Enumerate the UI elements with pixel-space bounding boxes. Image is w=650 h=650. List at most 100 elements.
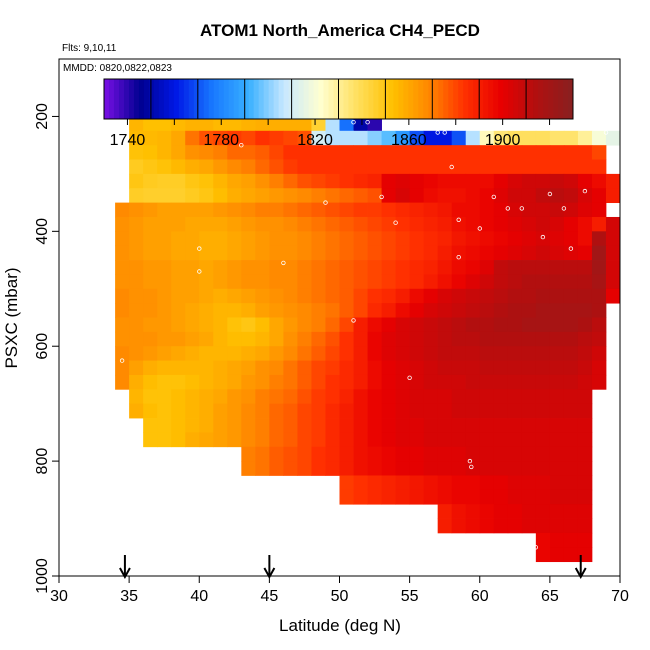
heatmap-cell bbox=[521, 331, 537, 347]
heatmap-cell bbox=[115, 331, 130, 347]
heatmap-cell bbox=[549, 346, 565, 361]
heatmap-cell bbox=[381, 446, 396, 462]
heatmap-cell bbox=[367, 202, 382, 218]
heatmap-cell bbox=[129, 231, 144, 247]
heatmap-cell bbox=[465, 389, 481, 405]
heatmap-cell bbox=[381, 173, 396, 189]
colorbar-swatch bbox=[508, 79, 514, 119]
heatmap-cell bbox=[521, 188, 537, 204]
heatmap-cell bbox=[395, 317, 411, 333]
heatmap-cell bbox=[423, 446, 439, 462]
heatmap-cell bbox=[549, 159, 565, 175]
heatmap-cell bbox=[381, 159, 396, 175]
heatmap-cell bbox=[241, 374, 256, 390]
heatmap-cell bbox=[549, 518, 565, 534]
heatmap-cell bbox=[549, 260, 565, 275]
heatmap-cell bbox=[171, 303, 186, 318]
heatmap-cell bbox=[339, 403, 354, 419]
heatmap-cell bbox=[451, 231, 467, 247]
heatmap-cell bbox=[437, 130, 453, 146]
heatmap-cell bbox=[605, 130, 621, 146]
heatmap-cell bbox=[493, 518, 509, 534]
heatmap-cell bbox=[283, 231, 298, 247]
sample-point bbox=[561, 206, 567, 211]
heatmap-cell bbox=[269, 303, 284, 318]
heatmap-cell bbox=[283, 216, 298, 232]
heatmap-cell bbox=[157, 202, 172, 218]
heatmap-cell bbox=[381, 303, 396, 318]
colorbar-swatch bbox=[378, 79, 384, 119]
heatmap-cell bbox=[549, 331, 565, 347]
heatmap-cell bbox=[451, 489, 467, 505]
heatmap-cell bbox=[129, 360, 144, 376]
heatmap-cell bbox=[339, 260, 354, 275]
heatmap-cell bbox=[241, 288, 256, 304]
heatmap-cell bbox=[535, 260, 551, 275]
heatmap-cell bbox=[521, 504, 537, 519]
heatmap-cell bbox=[255, 360, 270, 376]
heatmap-cell bbox=[535, 446, 551, 462]
heatmap-cell bbox=[269, 188, 284, 204]
heatmap-cell bbox=[409, 446, 425, 462]
down-arrow-icon bbox=[574, 555, 587, 580]
heatmap-cell bbox=[507, 446, 523, 462]
heatmap-cell bbox=[549, 446, 565, 462]
heatmap-cell bbox=[297, 145, 312, 160]
x-tick-label: 55 bbox=[401, 588, 419, 605]
heatmap-cell bbox=[367, 374, 382, 390]
heatmap-cell bbox=[129, 274, 144, 290]
heatmap-cell bbox=[563, 475, 579, 491]
heatmap-cell bbox=[143, 202, 158, 218]
colorbar-swatch bbox=[308, 79, 314, 119]
heatmap-cell bbox=[521, 489, 537, 505]
heatmap-cell bbox=[437, 360, 453, 376]
colorbar-swatch bbox=[303, 79, 309, 119]
heatmap-cell bbox=[493, 173, 509, 189]
heatmap-cell bbox=[241, 418, 256, 433]
heatmap-cell bbox=[507, 489, 523, 505]
heatmap-cell bbox=[465, 475, 481, 491]
heatmap-cell bbox=[213, 260, 228, 275]
heatmap-cell bbox=[605, 231, 621, 247]
heatmap-cell bbox=[297, 446, 312, 462]
heatmap-cell bbox=[255, 245, 270, 261]
heatmap-cell bbox=[339, 432, 354, 448]
heatmap-cell bbox=[465, 504, 481, 519]
heatmap-cell bbox=[367, 317, 382, 333]
heatmap-cell bbox=[129, 346, 144, 361]
heatmap-cell bbox=[437, 518, 453, 534]
heatmap-cell bbox=[213, 130, 228, 146]
heatmap-cell bbox=[339, 159, 354, 175]
heatmap-cell bbox=[535, 475, 551, 491]
colorbar-swatch bbox=[188, 79, 195, 119]
heatmap-cell bbox=[591, 274, 607, 290]
heatmap-cell bbox=[563, 317, 579, 333]
heatmap-cell bbox=[283, 317, 298, 333]
x-tick-label: 60 bbox=[471, 588, 489, 605]
y-tick-label: 200 bbox=[34, 103, 51, 130]
colorbar-swatch bbox=[128, 79, 135, 119]
heatmap-cell bbox=[563, 274, 579, 290]
heatmap-cell bbox=[129, 303, 144, 318]
heatmap-cell bbox=[171, 159, 186, 175]
heatmap-cell bbox=[423, 360, 439, 376]
heatmap-cell bbox=[241, 446, 256, 462]
heatmap-cell bbox=[311, 303, 326, 318]
heatmap-cell bbox=[395, 432, 411, 448]
heatmap-cell bbox=[507, 346, 523, 361]
heatmap-cell bbox=[297, 245, 312, 261]
heatmap-cell bbox=[409, 202, 425, 218]
heatmap-cell bbox=[465, 145, 481, 160]
heatmap-cell bbox=[381, 418, 396, 433]
heatmap-cell bbox=[549, 418, 565, 433]
heatmap-cell bbox=[353, 173, 368, 189]
heatmap-cell bbox=[409, 475, 425, 491]
heatmap-cell bbox=[213, 418, 228, 433]
heatmap-cell bbox=[171, 130, 186, 146]
colorbar-swatch bbox=[258, 79, 265, 119]
heatmap-cell bbox=[367, 245, 382, 261]
heatmap-cell bbox=[577, 389, 593, 405]
heatmap-cell bbox=[367, 216, 382, 232]
heatmap-cell bbox=[381, 317, 396, 333]
colorbar-swatch bbox=[528, 79, 534, 119]
